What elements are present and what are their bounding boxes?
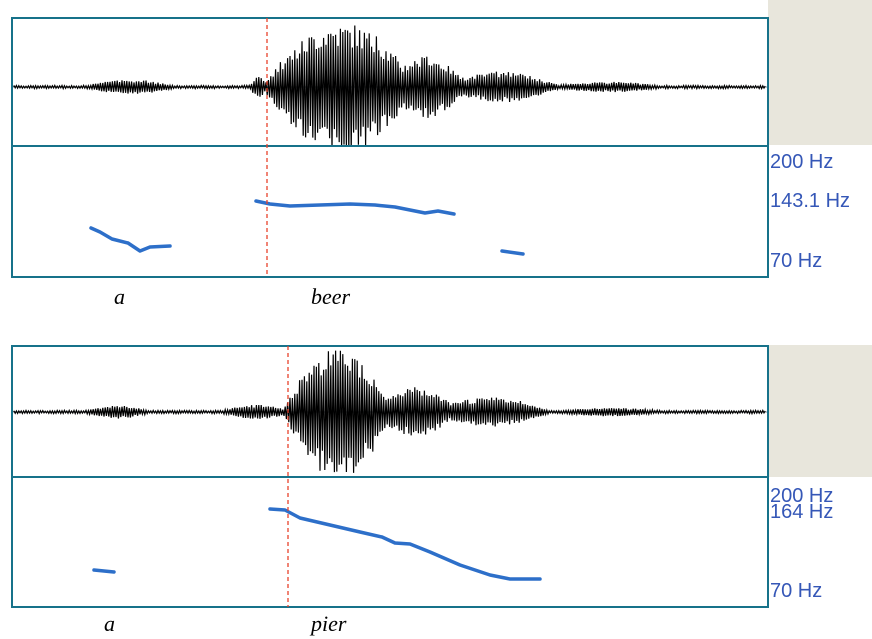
pitch-segment (254, 199, 456, 216)
pitch-frame-beer (11, 145, 769, 278)
word-label-pier: pier (311, 611, 347, 636)
panel-beer (11, 17, 769, 278)
waveform-pier (13, 350, 766, 473)
pitch-segment (500, 249, 525, 256)
pitch-track-beer (89, 199, 525, 256)
pitch-label-mean-beer: 143.1 Hz (770, 190, 851, 212)
pitch-segment (268, 507, 542, 581)
word-label-a-top: a (114, 284, 125, 309)
pitch-label-min-beer: 70 Hz (770, 250, 823, 272)
pitch-label-max-pier: 200 Hz (770, 485, 834, 507)
side-panel-bottom (768, 345, 872, 477)
word-label-a-bottom: a (104, 611, 115, 636)
pitch-label-max-beer: 200 Hz (770, 151, 834, 173)
panel-pier (11, 345, 769, 608)
pitch-segment (89, 226, 172, 253)
side-panel-top (768, 0, 872, 145)
pitch-track-pier (92, 507, 542, 581)
pitch-label-min-pier: 70 Hz (770, 580, 823, 602)
waveform-beer (13, 25, 766, 152)
pitch-label-mean-pier: 164 Hz (770, 501, 834, 523)
pitch-segment (92, 568, 116, 574)
word-label-beer: beer (311, 284, 351, 309)
